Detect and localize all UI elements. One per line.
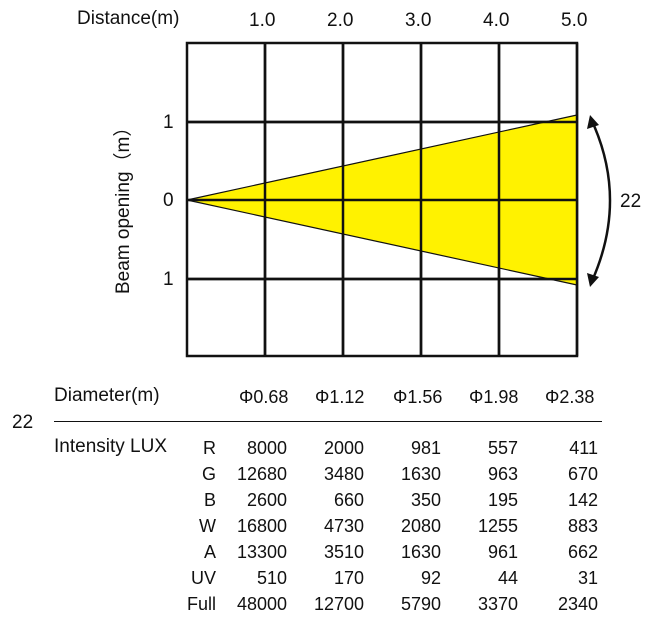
table-angle-label: 22	[12, 412, 34, 433]
lux-value: 12680	[236, 464, 287, 484]
lux-value: 2600	[246, 490, 287, 510]
angle-arc	[590, 120, 612, 282]
channel-label: Full	[186, 594, 216, 614]
lux-value: 662	[567, 542, 598, 562]
channel-label: UV	[190, 568, 216, 588]
lux-value: 92	[420, 568, 441, 588]
lux-value: 1255	[477, 516, 518, 536]
intensity-label: Intensity LUX	[54, 436, 167, 457]
beam-angle-label: 22	[620, 191, 642, 212]
diameter-5: Φ2.38	[545, 387, 595, 407]
lux-value: 12700	[313, 594, 364, 614]
channel-label: B	[203, 490, 216, 510]
diameter-1: Φ0.68	[239, 387, 289, 407]
lux-value: 5790	[400, 594, 441, 614]
diameter-2: Φ1.12	[315, 387, 365, 407]
lux-value: 2080	[400, 516, 441, 536]
channel-label: W	[199, 516, 216, 536]
lux-value: 1630	[400, 542, 441, 562]
lux-value: 557	[487, 438, 518, 458]
lux-value: 2340	[557, 594, 598, 614]
lux-value: 1630	[400, 464, 441, 484]
lux-value: 883	[567, 516, 598, 536]
lux-value: 350	[410, 490, 441, 510]
distance-label: Distance(m)	[77, 8, 180, 29]
lux-value: 4730	[323, 516, 364, 536]
diameter-label: Diameter(m)	[54, 385, 160, 406]
distance-tick-4: 4.0	[483, 10, 510, 31]
diameter-3: Φ1.56	[393, 387, 443, 407]
lux-value: 660	[333, 490, 364, 510]
angle-arrowhead-bottom-icon	[587, 273, 599, 287]
lux-value: 170	[333, 568, 364, 588]
channel-label: A	[203, 542, 216, 562]
table-divider	[54, 421, 602, 422]
lux-value: 16800	[236, 516, 287, 536]
lux-value: 411	[569, 438, 598, 458]
lux-value: 963	[487, 464, 518, 484]
lux-value: 3510	[323, 542, 364, 562]
opening-tick-top: 1	[163, 112, 174, 133]
lux-value: 8000	[246, 438, 287, 458]
lux-value: 981	[410, 438, 441, 458]
distance-tick-2: 2.0	[327, 10, 354, 31]
lux-value: 48000	[236, 594, 287, 614]
opening-tick-bottom: 1	[163, 269, 174, 290]
grid-overlay	[187, 43, 579, 356]
distance-tick-3: 3.0	[405, 10, 432, 31]
lux-value: 670	[567, 464, 598, 484]
channel-label: R	[203, 438, 216, 458]
angle-arrowhead-top-icon	[587, 115, 599, 129]
lux-value: 13300	[236, 542, 287, 562]
lux-value: 510	[256, 568, 287, 588]
lux-value: 2000	[323, 438, 364, 458]
beam-overlay	[186, 114, 578, 286]
distance-tick-1: 1.0	[249, 10, 276, 31]
lux-value: 142	[567, 490, 598, 510]
beam-edge-bottom	[186, 199, 578, 286]
beam-opening-label: Beam opening（m）	[113, 117, 134, 294]
lux-value: 961	[487, 542, 518, 562]
opening-tick-center: 0	[163, 190, 174, 211]
lux-value: 3480	[323, 464, 364, 484]
beam-edge-top	[186, 114, 578, 201]
lux-value: 44	[497, 568, 518, 588]
distance-tick-5: 5.0	[561, 10, 588, 31]
diameter-4: Φ1.98	[469, 387, 519, 407]
channel-label: G	[201, 464, 216, 484]
lux-value: 31	[577, 568, 598, 588]
lux-value: 195	[487, 490, 518, 510]
lux-value: 3370	[477, 594, 518, 614]
